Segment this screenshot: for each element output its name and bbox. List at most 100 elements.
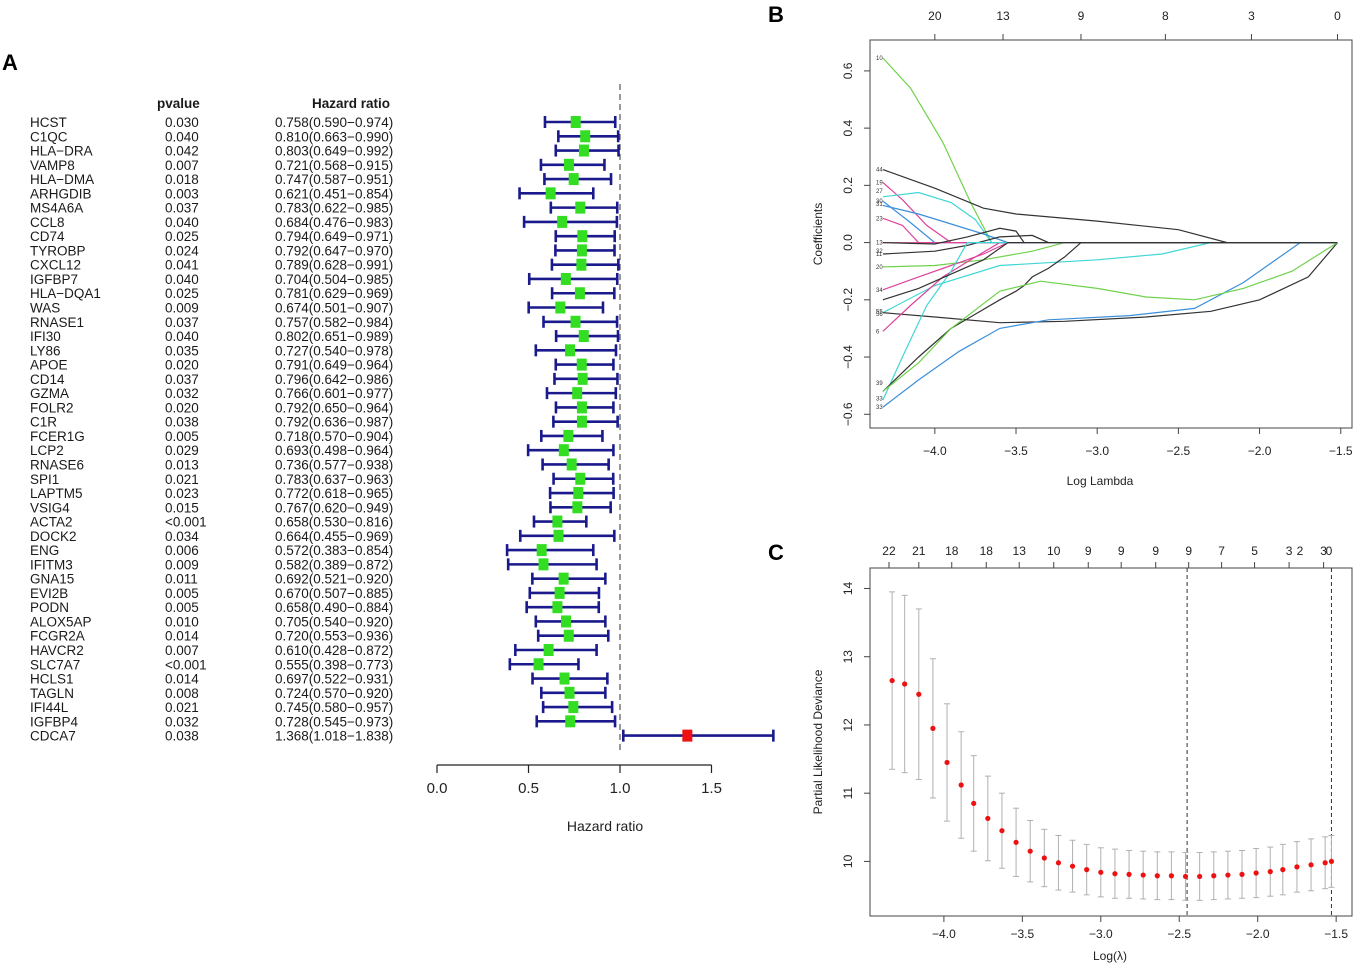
hr-box [572, 501, 583, 514]
gene-label: CD14 [30, 372, 65, 387]
b-top-tick-label: 8 [1162, 9, 1169, 23]
c-x-tick-label: −4.0 [932, 927, 956, 941]
hr-label: 0.582(0.389−0.872) [275, 557, 393, 572]
deviance-point [985, 815, 991, 822]
gene-label: CXCL12 [30, 258, 81, 273]
deviance-point [1041, 855, 1047, 861]
deviance-point [902, 681, 908, 687]
deviance-point [1211, 873, 1217, 879]
gene-label: ACTA2 [30, 515, 73, 530]
hr-box [561, 615, 572, 628]
pvalue-label: 0.040 [165, 329, 199, 344]
hr-label: 0.727(0.540−0.978) [275, 343, 393, 358]
c-x-tick-label: −3.0 [1089, 927, 1113, 941]
c-y-tick-label: 12 [841, 718, 855, 732]
hr-box [576, 358, 587, 371]
pvalue-label: 0.037 [165, 372, 199, 387]
path-index-label: 30 [876, 199, 883, 205]
deviance-point [1168, 873, 1175, 879]
gene-label: VAMP8 [30, 158, 75, 173]
gene-label: C1R [30, 415, 57, 430]
gene-label: FCGR2A [30, 629, 85, 644]
c-top-tick-label: 10 [1047, 544, 1061, 558]
pvalue-label: 0.013 [165, 457, 199, 472]
gene-label: DOCK2 [30, 529, 77, 544]
deviance-point [999, 828, 1005, 834]
panel-letter-c: C [768, 540, 784, 565]
pvalue-label: 0.005 [165, 586, 199, 601]
pvalue-label: 0.037 [165, 201, 199, 216]
hr-box [564, 686, 575, 699]
path-index-label: 20 [876, 265, 883, 271]
c-x-tick-label: −1.5 [1324, 927, 1348, 941]
pvalue-header: pvalue [157, 96, 200, 111]
pvalue-label: 0.042 [165, 144, 199, 159]
cv-deviance-plot: −4.0 −3.5 −3.0 −2.5 −2.0 −1.5 10 11 12 13 14 22 21 18… [811, 544, 1353, 963]
c-top-tick-label: 9 [1118, 544, 1125, 558]
hr-label: 0.610(0.428−0.872) [275, 643, 393, 658]
deviance-point [1294, 864, 1300, 870]
pvalue-label: 0.020 [165, 400, 199, 415]
deviance-point [1267, 869, 1273, 875]
hr-box [576, 415, 587, 428]
pvalue-label: <0.001 [165, 515, 207, 530]
deviance-point [1280, 867, 1286, 873]
gene-label: TAGLN [30, 686, 74, 701]
deviance-point [971, 800, 977, 807]
coefficient-path [882, 242, 1338, 324]
forest-tick-label: 1.0 [610, 780, 631, 797]
c-top-tick-label: 5 [1251, 544, 1258, 558]
hr-box [682, 729, 693, 742]
pvalue-label: 0.005 [165, 600, 199, 615]
gene-label: SLC7A7 [30, 657, 80, 672]
gene-label: HAVCR2 [30, 643, 84, 658]
path-index-label: 56 [876, 312, 883, 318]
hr-label: 0.721(0.568−0.915) [275, 158, 393, 173]
gene-label: LAPTM5 [30, 486, 83, 501]
pvalue-label: 0.035 [165, 343, 199, 358]
pvalue-label: 0.038 [165, 415, 199, 430]
gene-label: CCL8 [30, 215, 65, 230]
gene-label: FOLR2 [30, 400, 74, 415]
hr-label: 0.684(0.476−0.983) [275, 215, 393, 230]
b-y-tick-label: 0.6 [841, 62, 855, 79]
hr-box [576, 401, 587, 414]
b-top-tick-label: 3 [1248, 9, 1255, 23]
hr-box [543, 643, 554, 656]
panel-letter-b: B [768, 2, 784, 27]
pvalue-label: 0.038 [165, 729, 199, 744]
gene-label: FCER1G [30, 429, 85, 444]
hr-box [533, 658, 544, 671]
gene-label: MS4A6A [30, 201, 83, 216]
hr-box [566, 458, 577, 471]
pvalue-label: 0.011 [165, 572, 198, 587]
path-index-label: 19 [876, 180, 883, 186]
pvalue-label: 0.021 [165, 700, 199, 715]
hr-label: 0.796(0.642−0.986) [275, 372, 393, 387]
gene-label: HLA−DQA1 [30, 286, 101, 301]
hr-box [558, 572, 569, 585]
gene-label: RNASE6 [30, 457, 84, 472]
hr-label: 0.572(0.383−0.854) [275, 543, 393, 558]
c-top-tick-label: 3 [1286, 544, 1293, 558]
forest-x-axis: 0.0 0.5 1.0 1.5 [427, 764, 722, 797]
path-index-label: 55 [876, 309, 883, 315]
plot-c-x-label: Log(λ) [1093, 949, 1127, 963]
hr-box [538, 558, 549, 571]
hr-label: 0.810(0.663−0.990) [275, 129, 393, 144]
hr-label: 0.794(0.649−0.971) [275, 229, 393, 244]
pvalue-label: 0.014 [165, 629, 199, 644]
hr-label: 0.783(0.637−0.963) [275, 472, 393, 487]
path-index-label: 31 [876, 202, 883, 208]
c-top-tick-label: 7 [1218, 544, 1225, 558]
hr-box [575, 201, 586, 214]
hr-label: 0.621(0.451−0.854) [275, 186, 393, 201]
c-top-tick-label: 3 [1320, 544, 1327, 558]
hr-label: 0.692(0.521−0.920) [275, 572, 393, 587]
panel-letter-a: A [2, 50, 18, 75]
deviance-point [1027, 848, 1033, 854]
deviance-points [889, 568, 1335, 916]
gene-label: VSIG4 [30, 500, 70, 515]
hr-box [578, 330, 589, 343]
c-y-tick-label: 11 [841, 787, 855, 800]
